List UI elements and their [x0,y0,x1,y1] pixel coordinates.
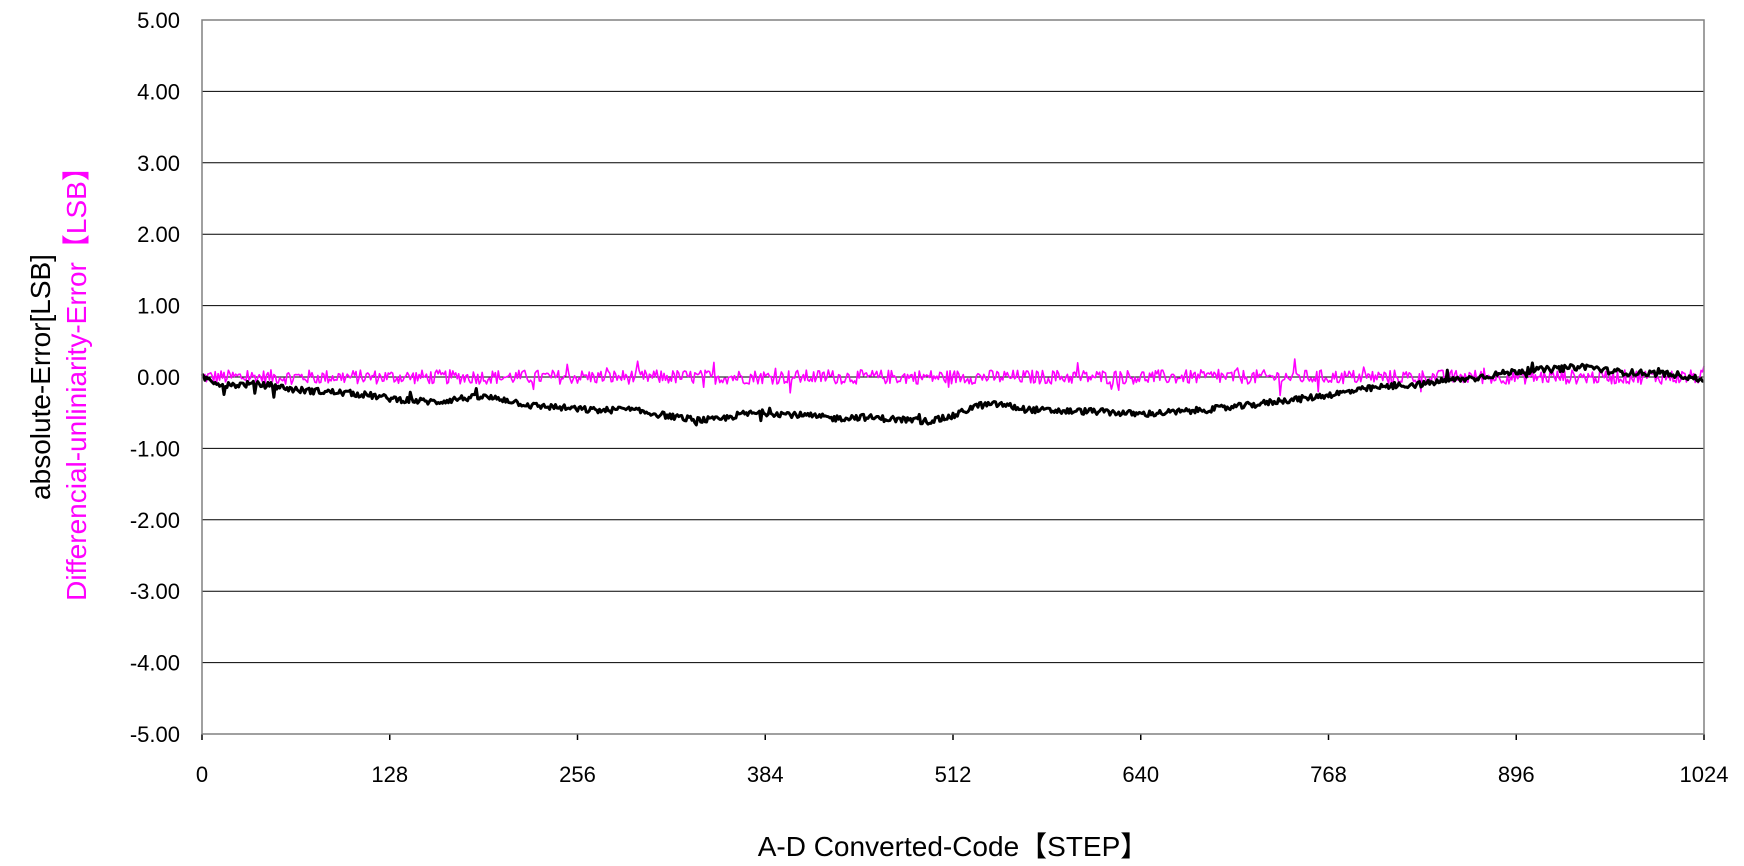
y-tick-label: 4.00 [137,79,180,104]
x-tick-label: 128 [371,762,408,787]
y-axis-title-absolute-error: absolute-Error[LSB] [25,254,56,500]
y-axis-title-differential-error: Differencial-unliniarity-Error【LSB】 [61,153,92,601]
x-tick-label: 896 [1498,762,1535,787]
x-tick-label: 384 [747,762,784,787]
y-tick-label: 3.00 [137,151,180,176]
x-tick-label: 512 [935,762,972,787]
y-tick-label: 0.00 [137,365,180,390]
x-tick-label: 0 [196,762,208,787]
y-tick-label: 2.00 [137,222,180,247]
x-tick-label: 768 [1310,762,1347,787]
x-tick-label: 640 [1122,762,1159,787]
x-axis-ticks: 0 128 256 384 512 640 768 896 1024 [196,734,1729,787]
y-axis-ticks: 5.00 4.00 3.00 2.00 1.00 0.00 -1.00 -2.00 -3.00 -… [130,8,180,747]
y-tick-label: -4.00 [130,651,180,676]
y-tick-label: -2.00 [130,508,180,533]
x-tick-label: 256 [559,762,596,787]
y-tick-label: 5.00 [137,8,180,33]
series-line-absolute-error [200,361,1705,427]
y-tick-label: -1.00 [130,436,180,461]
y-tick-label: -3.00 [130,579,180,604]
y-tick-label: -5.00 [130,722,180,747]
y-tick-label: 1.00 [137,294,180,319]
x-tick-label: 1024 [1680,762,1729,787]
series-layer [200,358,1705,427]
x-axis-title: A-D Converted-Code【STEP】 [758,831,1149,862]
plot-frame [201,19,1705,735]
